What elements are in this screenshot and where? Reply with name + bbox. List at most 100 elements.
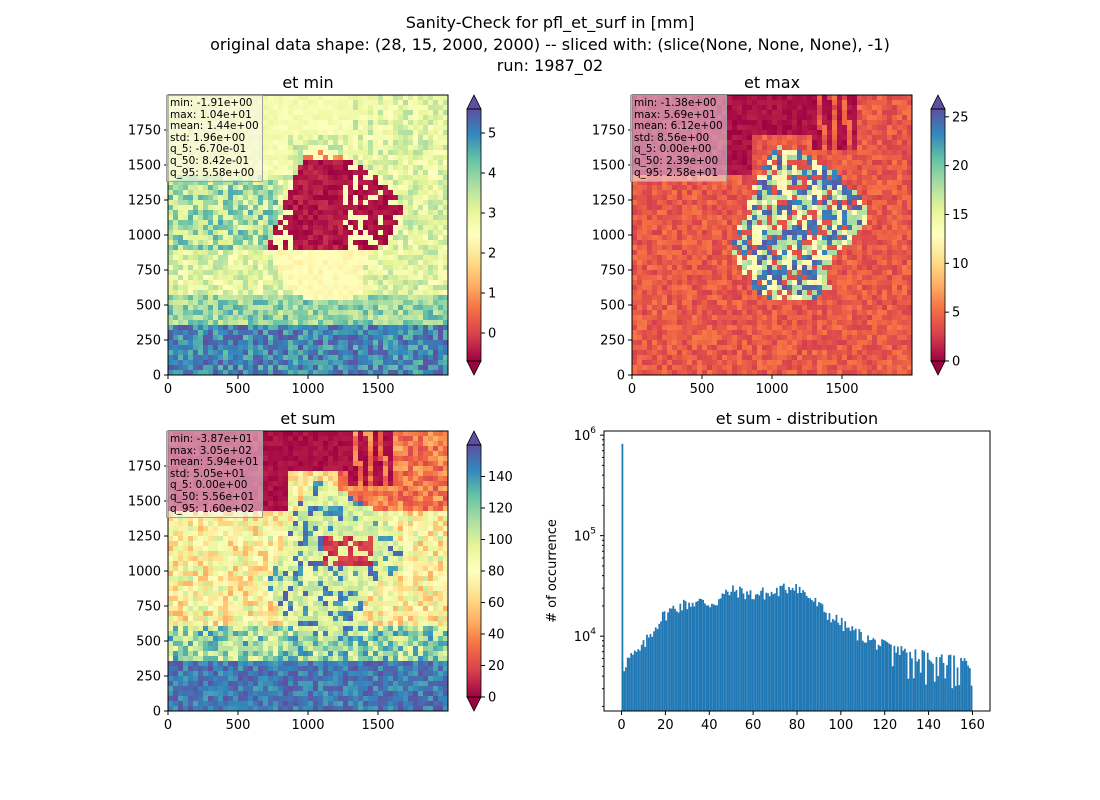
heatmap-cell: [742, 155, 748, 161]
heatmap-cell: [408, 335, 414, 341]
heatmap-cell: [408, 135, 414, 141]
heatmap-cell: [428, 190, 434, 196]
heatmap-cell: [897, 115, 903, 121]
heatmap-cell: [802, 105, 808, 111]
heatmap-cell: [268, 125, 274, 131]
heatmap-cell: [802, 145, 808, 151]
heatmap-cell: [308, 225, 314, 231]
heatmap-cell: [872, 235, 878, 241]
heatmap-cell: [278, 165, 284, 171]
heatmap-cell: [393, 160, 399, 166]
heatmap-cell: [308, 310, 314, 316]
heatmap-cell: [882, 200, 888, 206]
heatmap-cell: [388, 330, 394, 336]
heatmap-cell: [353, 210, 359, 216]
heatmap-cell: [682, 240, 688, 246]
heatmap-cell: [388, 360, 394, 366]
heatmap-cell: [852, 220, 858, 226]
heatmap-cell: [852, 120, 858, 126]
heatmap-cell: [363, 255, 369, 261]
heatmap-cell: [832, 115, 838, 121]
heatmap-cell: [383, 370, 389, 376]
heatmap-cell: [198, 285, 204, 291]
heatmap-cell: [198, 200, 204, 206]
heatmap-cell: [852, 160, 858, 166]
heatmap-cell: [797, 220, 803, 226]
heatmap-cell: [328, 160, 334, 166]
heatmap-cell: [183, 270, 189, 276]
heatmap-cell: [258, 355, 264, 361]
heatmap-cell: [288, 160, 294, 166]
heatmap-cell: [807, 125, 813, 131]
heatmap-cell: [243, 305, 249, 311]
heatmap-cell: [418, 220, 424, 226]
heatmap-cell: [902, 190, 908, 196]
heatmap-cell: [398, 195, 404, 201]
heatmap-cell: [313, 225, 319, 231]
heatmap-cell: [263, 305, 269, 311]
heatmap-cell: [293, 185, 299, 191]
heatmap-cell: [213, 235, 219, 241]
heatmap-cell: [443, 120, 449, 126]
heatmap-cell: [727, 245, 733, 251]
heatmap-cell: [408, 355, 414, 361]
heatmap-cell: [248, 365, 254, 371]
heatmap-cell: [258, 325, 264, 331]
heatmap-cell: [303, 355, 309, 361]
heatmap-cell: [837, 95, 843, 101]
heatmap-cell: [438, 180, 444, 186]
heatmap-cell: [398, 290, 404, 296]
heatmap-cell: [363, 305, 369, 311]
heatmap-cell: [687, 235, 693, 241]
heatmap-cell: [348, 140, 354, 146]
heatmap-cell: [787, 130, 793, 136]
heatmap-cell: [682, 205, 688, 211]
figure-title-line-3: run: 1987_02: [496, 56, 604, 75]
heatmap-cell: [298, 345, 304, 351]
heatmap-cell: [313, 370, 319, 376]
heatmap-cell: [253, 250, 259, 256]
heatmap-cell: [767, 115, 773, 121]
heatmap-cell: [323, 95, 329, 101]
heatmap-cell: [373, 360, 379, 366]
heatmap-cell: [338, 330, 344, 336]
heatmap-cell: [857, 180, 863, 186]
heatmap-cell: [283, 345, 289, 351]
heatmap-cell: [233, 260, 239, 266]
heatmap-cell: [747, 105, 753, 111]
heatmap-cell: [378, 160, 384, 166]
heatmap-cell: [722, 215, 728, 221]
heatmap-cell: [213, 240, 219, 246]
heatmap-cell: [732, 225, 738, 231]
heatmap-cell: [168, 295, 174, 301]
heatmap-cell: [413, 170, 419, 176]
heatmap-cell: [338, 240, 344, 246]
heatmap-cell: [293, 170, 299, 176]
heatmap-cell: [253, 215, 259, 221]
heatmap-cell: [308, 315, 314, 321]
heatmap-cell: [767, 185, 773, 191]
heatmap-cell: [328, 260, 334, 266]
heatmap-cell: [787, 115, 793, 121]
heatmap-cell: [173, 230, 179, 236]
heatmap-cell: [343, 315, 349, 321]
heatmap-cell: [283, 230, 289, 236]
heatmap-cell: [268, 335, 274, 341]
heatmap-cell: [443, 320, 449, 326]
heatmap-cell: [438, 335, 444, 341]
heatmap-cell: [842, 110, 848, 116]
heatmap-cell: [168, 360, 174, 366]
heatmap-cell: [378, 355, 384, 361]
heatmap-cell: [323, 365, 329, 371]
heatmap-cell: [348, 250, 354, 256]
heatmap-cell: [423, 340, 429, 346]
heatmap-cell: [687, 245, 693, 251]
heatmap-cell: [318, 340, 324, 346]
heatmap-cell: [762, 110, 768, 116]
heatmap-cell: [293, 150, 299, 156]
heatmap-cell: [353, 95, 359, 101]
heatmap-cell: [278, 275, 284, 281]
colorbar-extend-max: [466, 94, 482, 110]
heatmap-cell: [802, 175, 808, 181]
heatmap-cell: [388, 175, 394, 181]
